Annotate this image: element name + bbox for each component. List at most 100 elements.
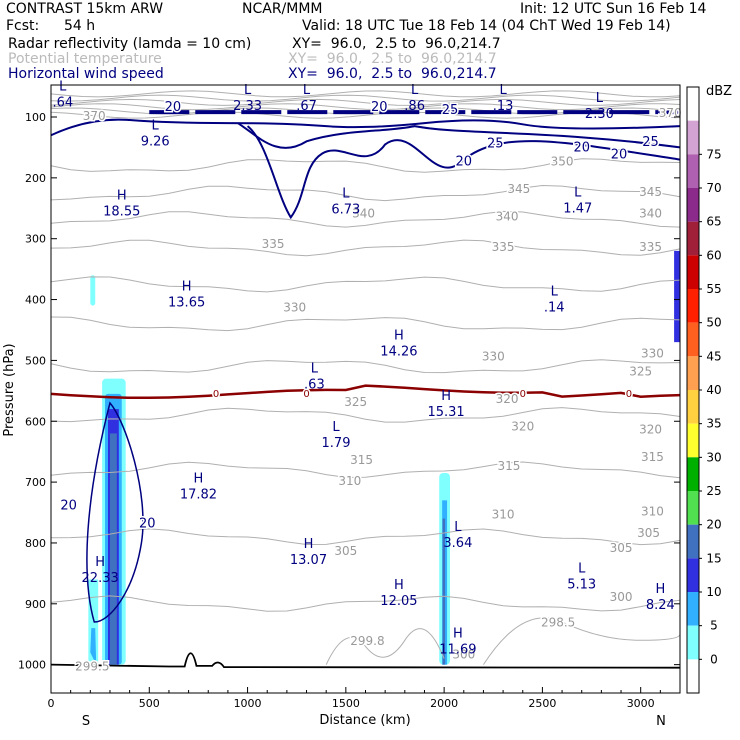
wind-label: 20 (165, 100, 182, 115)
extremum-marker: L (152, 118, 160, 133)
wind-label: 20 (611, 147, 628, 162)
colorbar-swatch (687, 289, 699, 323)
x-tick-label: 3000 (627, 697, 655, 710)
field-name-reflectivity: Radar reflectivity (lamda = 10 cm) (8, 36, 252, 52)
forecast-hours: 54 h (64, 18, 96, 34)
y-tick-label: 300 (25, 233, 46, 246)
colorbar-swatch (687, 120, 699, 155)
extremum-value: 5.13 (567, 577, 596, 592)
extremum-value: 2.30 (585, 107, 614, 122)
theta-label: 315 (350, 453, 373, 467)
extremum-marker: L (551, 284, 559, 299)
theta-label: 305 (637, 526, 660, 540)
theta-label: 330 (283, 301, 306, 315)
terrain-line (50, 652, 681, 669)
colorbar-label: 30 (706, 450, 721, 464)
theta-contour (50, 210, 681, 228)
zero-degree-line: 0 0 0 0 (50, 384, 681, 401)
init-time: Init: 12 UTC Sun 16 Feb 14 (520, 1, 707, 17)
extremum-value: 18.55 (103, 204, 140, 219)
x-tick-label: 500 (139, 697, 160, 710)
theta-contour (50, 359, 681, 374)
theta-label: 300 (610, 590, 633, 604)
extremum-value: 12.05 (380, 594, 417, 609)
axes: Distance (km) Pressure (hPa) S N dBZ 0 50… (2, 84, 732, 729)
theta-contour (50, 90, 681, 98)
extremum-value: 15.31 (427, 405, 464, 420)
theta-contour (50, 461, 681, 479)
y-tick-label: 1000 (18, 659, 46, 672)
y-axis-label: Pressure (hPa) (2, 343, 17, 436)
theta-label: 330 (482, 349, 505, 363)
theta-label: 335 (492, 240, 515, 254)
theta-label: 305 (334, 544, 357, 558)
wind-label: 20 (60, 498, 77, 513)
endpoint-left: S (82, 714, 90, 729)
extremum-marker: H (194, 471, 204, 486)
colorbar-label: 55 (706, 282, 721, 296)
wind-speed-contours (50, 110, 681, 623)
extremum-value: .14 (544, 300, 565, 315)
theta-contour (50, 94, 681, 102)
wind-contour (50, 118, 681, 137)
plot-area (51, 85, 680, 693)
theta-contours (50, 90, 681, 665)
zero-isotherm (50, 384, 681, 400)
x-tick-label: 0 (48, 697, 55, 710)
colorbar-label: 40 (706, 383, 721, 397)
colorbar-label: 70 (706, 181, 721, 195)
field-xy-reflectivity: XY= 96.0, 2.5 to 96.0,214.7 (292, 36, 501, 52)
extremum-marker: H (394, 328, 404, 343)
extremum-value: 22.33 (82, 571, 119, 586)
extremum-value: 13.65 (168, 296, 205, 311)
colorbar-swatch (687, 322, 699, 357)
colorbar-swatch (687, 390, 699, 424)
theta-label: 320 (639, 422, 662, 436)
extremum-value: .64 (52, 95, 73, 110)
x-tick-label: 2000 (430, 697, 458, 710)
wind-label: 25 (642, 135, 659, 150)
theta-label: 320 (496, 392, 519, 406)
theta-label: 315 (641, 450, 664, 464)
field-xy-wind: XY= 96.0, 2.5 to 96.0,214.7 (288, 66, 497, 82)
extremum-marker: L (303, 83, 311, 98)
theta-label: 299.5 (75, 660, 109, 674)
field-name-wind: Horizontal wind speed (8, 66, 164, 82)
extremum-marker: L (411, 83, 419, 98)
reflectivity-plume (442, 518, 446, 665)
wind-label: 25 (487, 136, 504, 151)
wind-contour (246, 125, 681, 220)
colorbar-swatch (687, 491, 699, 525)
y-tick-label: 900 (25, 598, 46, 611)
theta-label: 305 (610, 541, 633, 555)
theta-contour (50, 276, 681, 293)
valid-time: Valid: 18 UTC Tue 18 Feb 14 (04 ChT Wed … (302, 18, 671, 34)
theta-contour (50, 316, 681, 332)
colorbar-label: 10 (706, 585, 721, 599)
zero-isotherm-label: 0 (213, 389, 219, 400)
extremum-value: 17.82 (180, 487, 217, 502)
extremum-value: 1.79 (322, 436, 351, 451)
extremum-marker: L (332, 420, 340, 435)
extremum-marker: H (95, 555, 105, 570)
reflectivity-plume (109, 433, 117, 665)
colorbar-swatch (687, 558, 699, 592)
theta-label: 320 (511, 419, 534, 433)
extremum-marker: L (499, 83, 507, 98)
theta-contour (50, 407, 681, 423)
colorbar-swatch (687, 457, 699, 491)
extremum-value: .63 (304, 378, 325, 393)
y-tick-label: 600 (25, 415, 46, 428)
reflectivity-plume (88, 579, 99, 665)
extremum-marker: L (578, 561, 586, 576)
colorbar-label: 5 (710, 619, 718, 633)
theta-label: 345 (507, 182, 530, 196)
extremum-marker: H (304, 537, 314, 552)
wind-label: 25 (442, 103, 459, 118)
wind-label: 20 (371, 100, 388, 115)
reflectivity-plume (674, 250, 680, 343)
extremum-value: 8.24 (646, 598, 675, 613)
colorbar-swatch (687, 356, 699, 390)
colorbar-swatch (687, 221, 699, 256)
